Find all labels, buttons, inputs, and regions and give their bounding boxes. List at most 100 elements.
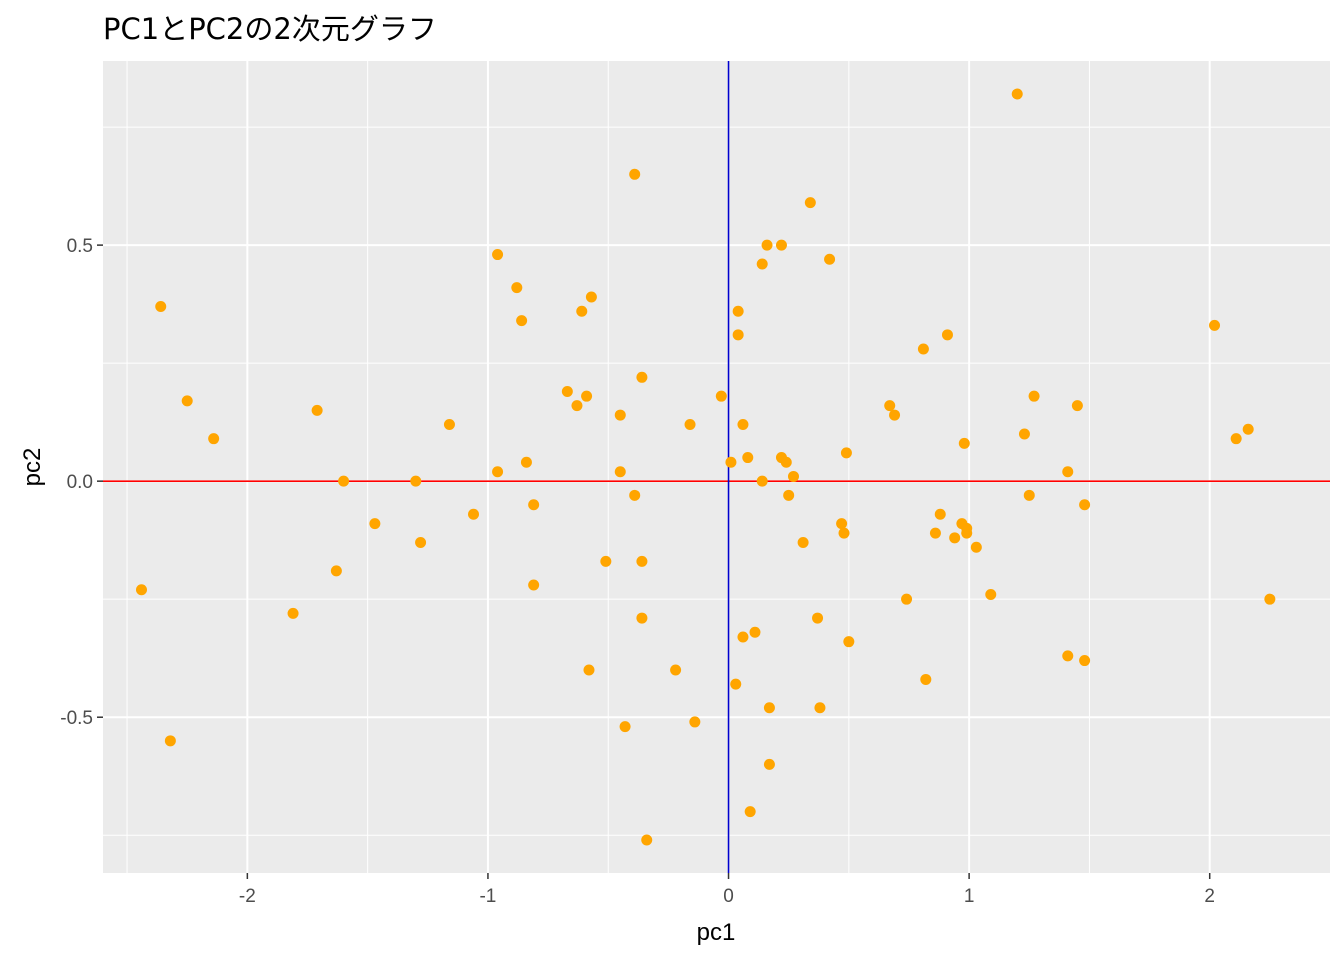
data-point bbox=[443, 419, 455, 431]
x-axis: -2 -1 0 1 2 bbox=[239, 873, 1215, 907]
data-point bbox=[763, 758, 775, 770]
data-point bbox=[763, 702, 775, 714]
data-point bbox=[1028, 390, 1040, 402]
data-points bbox=[135, 88, 1276, 846]
x-tick-label: 2 bbox=[1204, 886, 1215, 907]
data-point bbox=[838, 527, 850, 539]
data-point bbox=[958, 437, 970, 449]
data-point bbox=[600, 555, 612, 567]
data-point bbox=[585, 291, 597, 303]
data-point bbox=[797, 537, 809, 549]
data-point bbox=[561, 385, 573, 397]
data-point bbox=[629, 489, 641, 501]
data-point bbox=[338, 475, 350, 487]
data-point bbox=[836, 518, 848, 530]
data-point bbox=[689, 716, 701, 728]
data-point bbox=[780, 456, 792, 468]
plot-panel bbox=[103, 61, 1330, 873]
data-point bbox=[732, 329, 744, 341]
y-tick-label: 0.5 bbox=[67, 236, 93, 257]
data-point bbox=[1071, 400, 1083, 412]
data-point bbox=[737, 419, 749, 431]
x-tick-label: 1 bbox=[964, 886, 975, 907]
data-point bbox=[725, 456, 737, 468]
data-point bbox=[730, 678, 742, 690]
data-point bbox=[761, 239, 773, 251]
data-point bbox=[583, 664, 595, 676]
data-point bbox=[783, 489, 795, 501]
x-tick-label: -1 bbox=[479, 886, 496, 907]
data-point bbox=[492, 466, 504, 478]
data-point bbox=[1023, 489, 1035, 501]
data-point bbox=[814, 702, 826, 714]
data-point bbox=[492, 249, 504, 261]
x-axis-title: pc1 bbox=[697, 919, 736, 946]
data-point bbox=[511, 282, 523, 294]
y-tick-label: 0.0 bbox=[67, 472, 93, 493]
data-point bbox=[468, 508, 480, 520]
data-point bbox=[949, 532, 961, 544]
data-point bbox=[1230, 433, 1242, 445]
data-point bbox=[164, 735, 176, 747]
data-point bbox=[181, 395, 193, 407]
data-point bbox=[756, 258, 768, 270]
data-point bbox=[749, 626, 761, 638]
data-point bbox=[516, 315, 528, 327]
data-point bbox=[804, 197, 816, 209]
data-point bbox=[843, 636, 855, 648]
data-point bbox=[670, 664, 682, 676]
data-point bbox=[629, 168, 641, 180]
y-axis: -0.5 0.0 0.5 bbox=[60, 236, 103, 729]
data-point bbox=[369, 518, 381, 530]
data-point bbox=[330, 565, 342, 577]
data-point bbox=[884, 400, 896, 412]
data-point bbox=[920, 673, 932, 685]
data-point bbox=[756, 475, 768, 487]
data-point bbox=[889, 409, 901, 421]
data-point bbox=[636, 555, 648, 567]
data-point bbox=[614, 409, 626, 421]
data-point bbox=[824, 253, 836, 265]
data-point bbox=[619, 721, 631, 733]
x-tick-label: 0 bbox=[723, 886, 734, 907]
data-point bbox=[941, 329, 953, 341]
data-point bbox=[614, 466, 626, 478]
chart-title: PC1とPC2の2次元グラフ bbox=[103, 12, 437, 46]
data-point bbox=[311, 404, 323, 416]
data-point bbox=[744, 806, 756, 818]
data-point bbox=[1011, 88, 1023, 100]
data-point bbox=[775, 239, 787, 251]
data-point bbox=[576, 305, 588, 317]
x-tick-label: -2 bbox=[239, 886, 256, 907]
data-point bbox=[1018, 428, 1030, 440]
data-point bbox=[636, 612, 648, 624]
data-point bbox=[1209, 319, 1221, 331]
data-point bbox=[732, 305, 744, 317]
data-point bbox=[1242, 423, 1254, 435]
data-point bbox=[840, 447, 852, 459]
data-point bbox=[410, 475, 422, 487]
data-point bbox=[1079, 655, 1091, 667]
data-point bbox=[684, 419, 696, 431]
y-tick-label: -0.5 bbox=[60, 708, 93, 729]
data-point bbox=[742, 452, 754, 464]
data-point bbox=[961, 522, 973, 534]
data-point bbox=[636, 371, 648, 383]
data-point bbox=[901, 593, 913, 605]
data-point bbox=[287, 607, 299, 619]
data-point bbox=[1062, 466, 1074, 478]
data-point bbox=[1264, 593, 1276, 605]
data-point bbox=[528, 579, 540, 591]
data-point bbox=[208, 433, 220, 445]
data-point bbox=[641, 834, 653, 846]
data-point bbox=[581, 390, 593, 402]
data-point bbox=[1079, 499, 1091, 511]
data-point bbox=[787, 470, 799, 482]
minor-gridlines bbox=[103, 61, 1330, 873]
data-point bbox=[715, 390, 727, 402]
y-axis-title: pc2 bbox=[19, 448, 46, 487]
data-point bbox=[520, 456, 532, 468]
data-point bbox=[528, 499, 540, 511]
